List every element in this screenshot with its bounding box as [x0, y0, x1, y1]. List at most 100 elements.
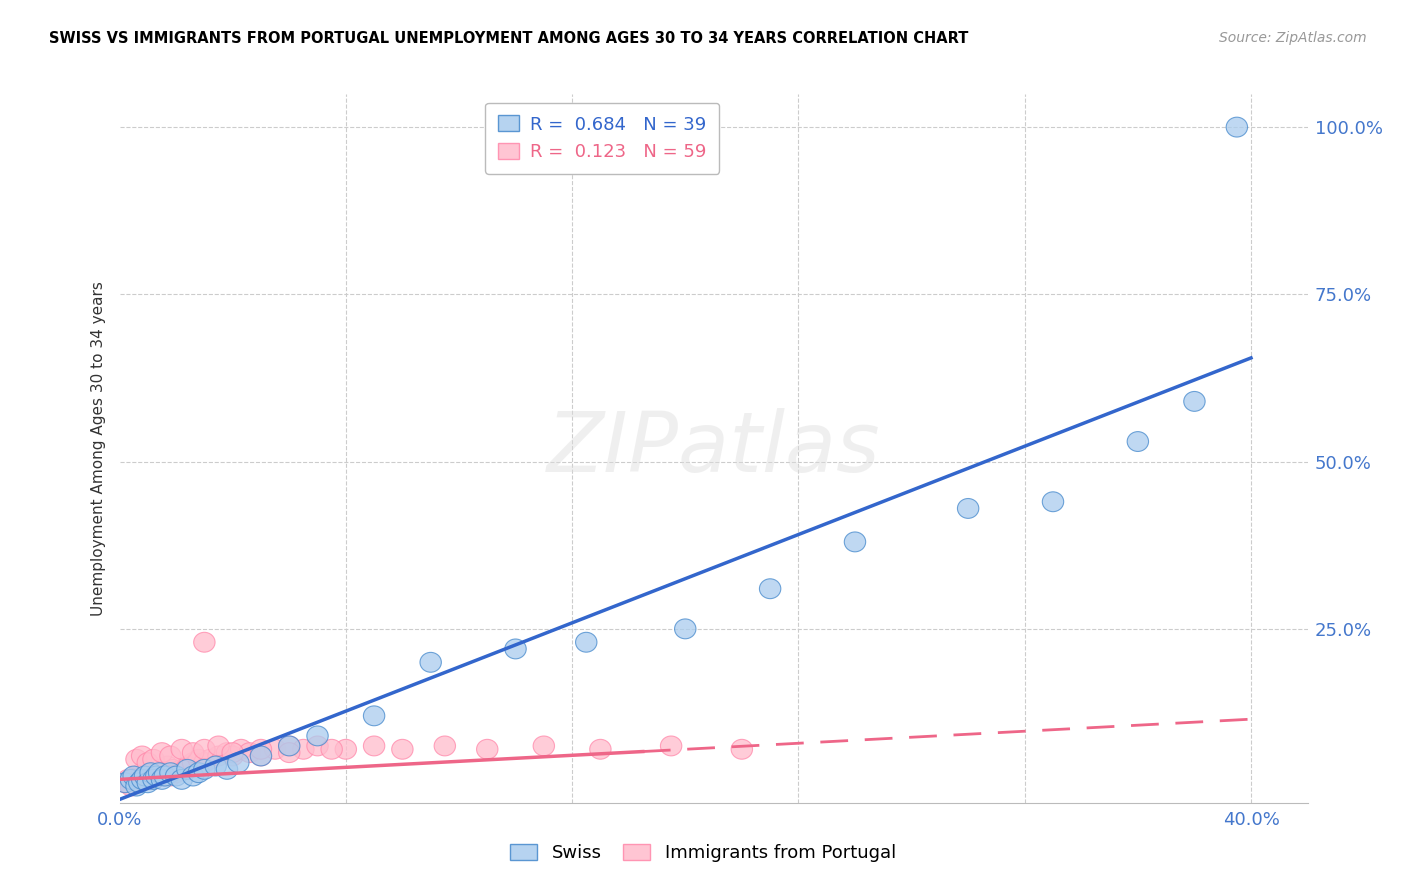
Ellipse shape [533, 736, 554, 756]
Ellipse shape [143, 770, 165, 789]
Ellipse shape [177, 756, 198, 776]
Ellipse shape [575, 632, 598, 652]
Ellipse shape [141, 763, 162, 782]
Y-axis label: Unemployment Among Ages 30 to 34 years: Unemployment Among Ages 30 to 34 years [90, 281, 105, 615]
Ellipse shape [217, 759, 238, 780]
Ellipse shape [292, 739, 314, 759]
Ellipse shape [125, 766, 148, 786]
Ellipse shape [172, 759, 193, 780]
Ellipse shape [131, 770, 153, 789]
Ellipse shape [149, 763, 170, 782]
Ellipse shape [138, 753, 159, 772]
Ellipse shape [1128, 432, 1149, 451]
Ellipse shape [208, 736, 229, 756]
Ellipse shape [146, 766, 167, 786]
Ellipse shape [208, 746, 229, 766]
Ellipse shape [135, 770, 156, 789]
Ellipse shape [250, 746, 271, 766]
Ellipse shape [228, 753, 249, 772]
Ellipse shape [250, 739, 271, 759]
Text: ZIPatlas: ZIPatlas [547, 408, 880, 489]
Ellipse shape [589, 739, 612, 759]
Ellipse shape [122, 770, 145, 789]
Ellipse shape [363, 706, 385, 726]
Ellipse shape [731, 739, 752, 759]
Ellipse shape [143, 749, 165, 769]
Text: SWISS VS IMMIGRANTS FROM PORTUGAL UNEMPLOYMENT AMONG AGES 30 TO 34 YEARS CORRELA: SWISS VS IMMIGRANTS FROM PORTUGAL UNEMPL… [49, 31, 969, 46]
Ellipse shape [128, 772, 150, 793]
Ellipse shape [844, 532, 866, 552]
Ellipse shape [205, 756, 226, 776]
Ellipse shape [183, 766, 204, 786]
Ellipse shape [125, 749, 148, 769]
Ellipse shape [146, 766, 167, 786]
Ellipse shape [131, 763, 153, 782]
Ellipse shape [160, 766, 181, 786]
Ellipse shape [194, 632, 215, 652]
Ellipse shape [138, 766, 159, 786]
Ellipse shape [114, 772, 136, 793]
Ellipse shape [194, 739, 215, 759]
Ellipse shape [307, 726, 328, 746]
Ellipse shape [759, 579, 780, 599]
Ellipse shape [157, 756, 179, 776]
Ellipse shape [321, 739, 342, 759]
Ellipse shape [1184, 392, 1205, 411]
Ellipse shape [152, 743, 173, 763]
Ellipse shape [264, 739, 285, 759]
Ellipse shape [278, 743, 299, 763]
Ellipse shape [307, 736, 328, 756]
Ellipse shape [477, 739, 498, 759]
Ellipse shape [194, 759, 215, 780]
Ellipse shape [128, 772, 150, 793]
Legend: R =  0.684   N = 39, R =  0.123   N = 59: R = 0.684 N = 39, R = 0.123 N = 59 [485, 103, 718, 174]
Ellipse shape [250, 746, 271, 766]
Ellipse shape [194, 753, 215, 772]
Ellipse shape [239, 743, 260, 763]
Ellipse shape [1042, 491, 1064, 512]
Ellipse shape [200, 749, 221, 769]
Ellipse shape [188, 763, 209, 782]
Ellipse shape [188, 749, 209, 769]
Ellipse shape [152, 763, 173, 782]
Ellipse shape [131, 746, 153, 766]
Ellipse shape [222, 743, 243, 763]
Ellipse shape [149, 759, 170, 780]
Ellipse shape [117, 770, 139, 789]
Ellipse shape [138, 772, 159, 793]
Ellipse shape [166, 763, 187, 782]
Ellipse shape [120, 776, 142, 796]
Ellipse shape [125, 776, 148, 796]
Ellipse shape [278, 736, 299, 756]
Ellipse shape [183, 753, 204, 772]
Ellipse shape [1226, 117, 1247, 137]
Ellipse shape [392, 739, 413, 759]
Ellipse shape [217, 743, 238, 763]
Ellipse shape [231, 739, 252, 759]
Ellipse shape [335, 739, 357, 759]
Ellipse shape [957, 499, 979, 518]
Ellipse shape [278, 736, 299, 756]
Legend: Swiss, Immigrants from Portugal: Swiss, Immigrants from Portugal [503, 837, 903, 870]
Ellipse shape [160, 746, 181, 766]
Ellipse shape [661, 736, 682, 756]
Ellipse shape [434, 736, 456, 756]
Ellipse shape [155, 766, 176, 786]
Ellipse shape [143, 770, 165, 789]
Ellipse shape [114, 772, 136, 793]
Ellipse shape [505, 639, 526, 659]
Ellipse shape [141, 763, 162, 782]
Text: Source: ZipAtlas.com: Source: ZipAtlas.com [1219, 31, 1367, 45]
Ellipse shape [163, 759, 184, 780]
Ellipse shape [363, 736, 385, 756]
Ellipse shape [135, 766, 156, 786]
Ellipse shape [160, 763, 181, 782]
Ellipse shape [155, 766, 176, 786]
Ellipse shape [172, 739, 193, 759]
Ellipse shape [122, 766, 145, 786]
Ellipse shape [675, 619, 696, 639]
Ellipse shape [183, 743, 204, 763]
Ellipse shape [172, 770, 193, 789]
Ellipse shape [222, 746, 243, 766]
Ellipse shape [152, 770, 173, 789]
